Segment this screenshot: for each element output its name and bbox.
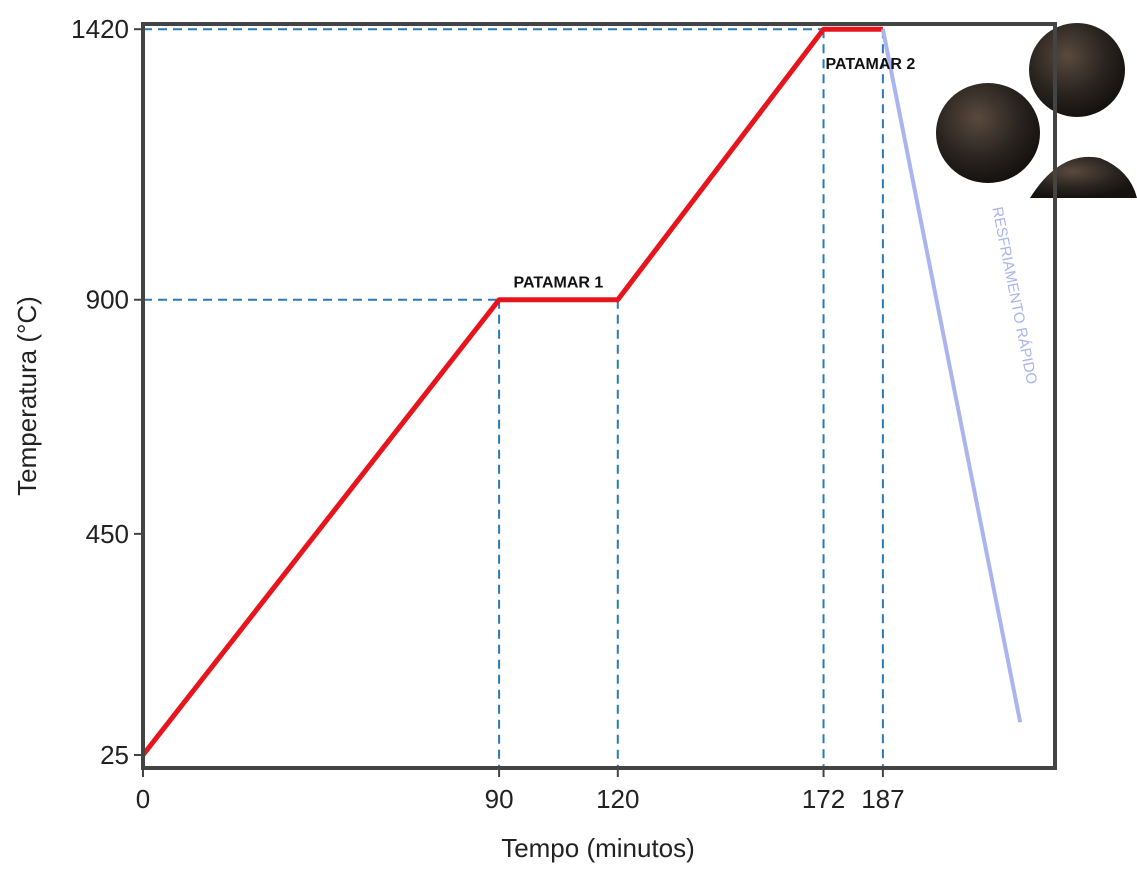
annotation: PATAMAR 1 [514,275,604,292]
x-tick-label: 0 [136,784,150,814]
pellet [1029,23,1125,117]
plot-frame [143,24,1055,768]
x-tick-label: 120 [596,784,639,814]
pellet [1030,157,1137,198]
y-tick-label: 900 [86,285,129,315]
pellet-photo [936,23,1137,198]
temperature-line [143,29,883,755]
pellet [936,83,1040,183]
annotation: RESFRIAMENTO RÁPIDO [988,205,1040,385]
x-tick-label: 90 [485,784,514,814]
y-axis-label: Temperatura (°C) [12,296,42,496]
x-tick-label: 172 [802,784,845,814]
y-tick-label: 450 [86,519,129,549]
page: {"chart_data": { "type": "line", "x_labe… [0,0,1137,867]
x-axis-label: Tempo (minutos) [501,833,695,863]
annotation: PATAMAR 2 [826,56,916,73]
y-tick-label: 25 [100,740,129,770]
x-tick-label: 187 [861,784,904,814]
chart: Tempo (minutos) Temperatura (°C) 0 90 120 1… [0,0,1137,867]
y-tick-label: 1420 [71,14,129,44]
